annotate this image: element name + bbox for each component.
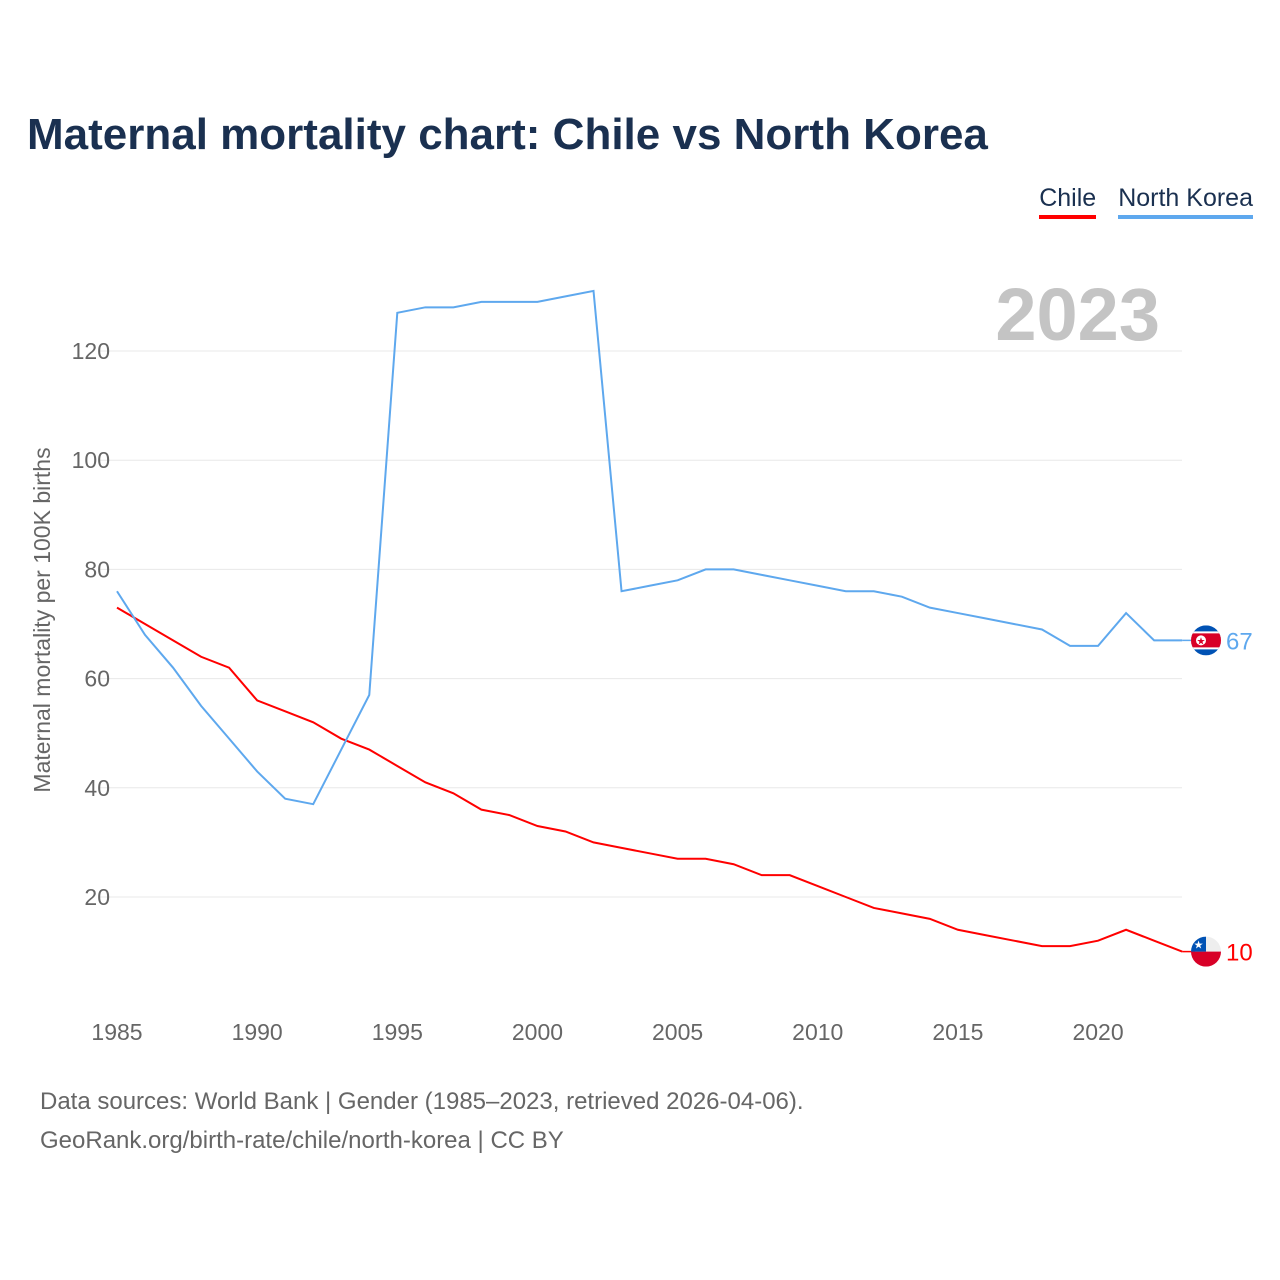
north-korea-flag-icon: ★ xyxy=(1191,625,1221,656)
chart-title: Maternal mortality chart: Chile vs North… xyxy=(27,110,988,159)
flag-red xyxy=(1191,951,1221,967)
y-tick-label: 120 xyxy=(72,338,110,364)
y-tick-label: 60 xyxy=(84,666,110,692)
series-line-chile xyxy=(116,606,1183,953)
y-tick-label: 80 xyxy=(84,556,110,582)
flag-disc xyxy=(1196,635,1206,646)
x-tick-label: 2010 xyxy=(792,1019,843,1045)
legend-north-korea[interactable]: North Korea xyxy=(1118,184,1253,219)
x-tick-label: 2015 xyxy=(932,1019,983,1045)
series-line-north-korea xyxy=(116,289,1183,806)
year-label: 2023 xyxy=(995,273,1160,356)
footer-sources: Data sources: World Bank | Gender (1985–… xyxy=(40,1088,804,1115)
x-tick-label: 2005 xyxy=(652,1019,703,1045)
flag-star: ★ xyxy=(1194,940,1204,952)
flag-body: ★ xyxy=(1191,625,1221,656)
y-tick-label: 40 xyxy=(84,775,110,801)
x-tick-label: 2000 xyxy=(512,1019,563,1045)
x-tick-label: 2020 xyxy=(1072,1019,1123,1045)
x-tick-label: 1995 xyxy=(372,1019,423,1045)
x-tick-label: 1985 xyxy=(91,1019,142,1045)
flag-body: ★ xyxy=(1191,936,1221,967)
y-axis-label: Maternal mortality per 100K births xyxy=(29,447,55,792)
x-tick-label: 1990 xyxy=(232,1019,283,1045)
chile-flag-icon: ★ xyxy=(1191,936,1221,967)
footer-link[interactable]: GeoRank.org/birth-rate/chile/north-korea… xyxy=(40,1127,564,1154)
end-value-label: 67 xyxy=(1226,628,1253,655)
y-tick-label: 100 xyxy=(72,447,110,473)
y-tick-label: 20 xyxy=(84,884,110,910)
flag-star: ★ xyxy=(1197,636,1206,647)
legend-chile[interactable]: Chile xyxy=(1039,184,1097,219)
end-value-label: 10 xyxy=(1226,940,1253,967)
legend: Chile North Korea xyxy=(1039,184,1253,219)
